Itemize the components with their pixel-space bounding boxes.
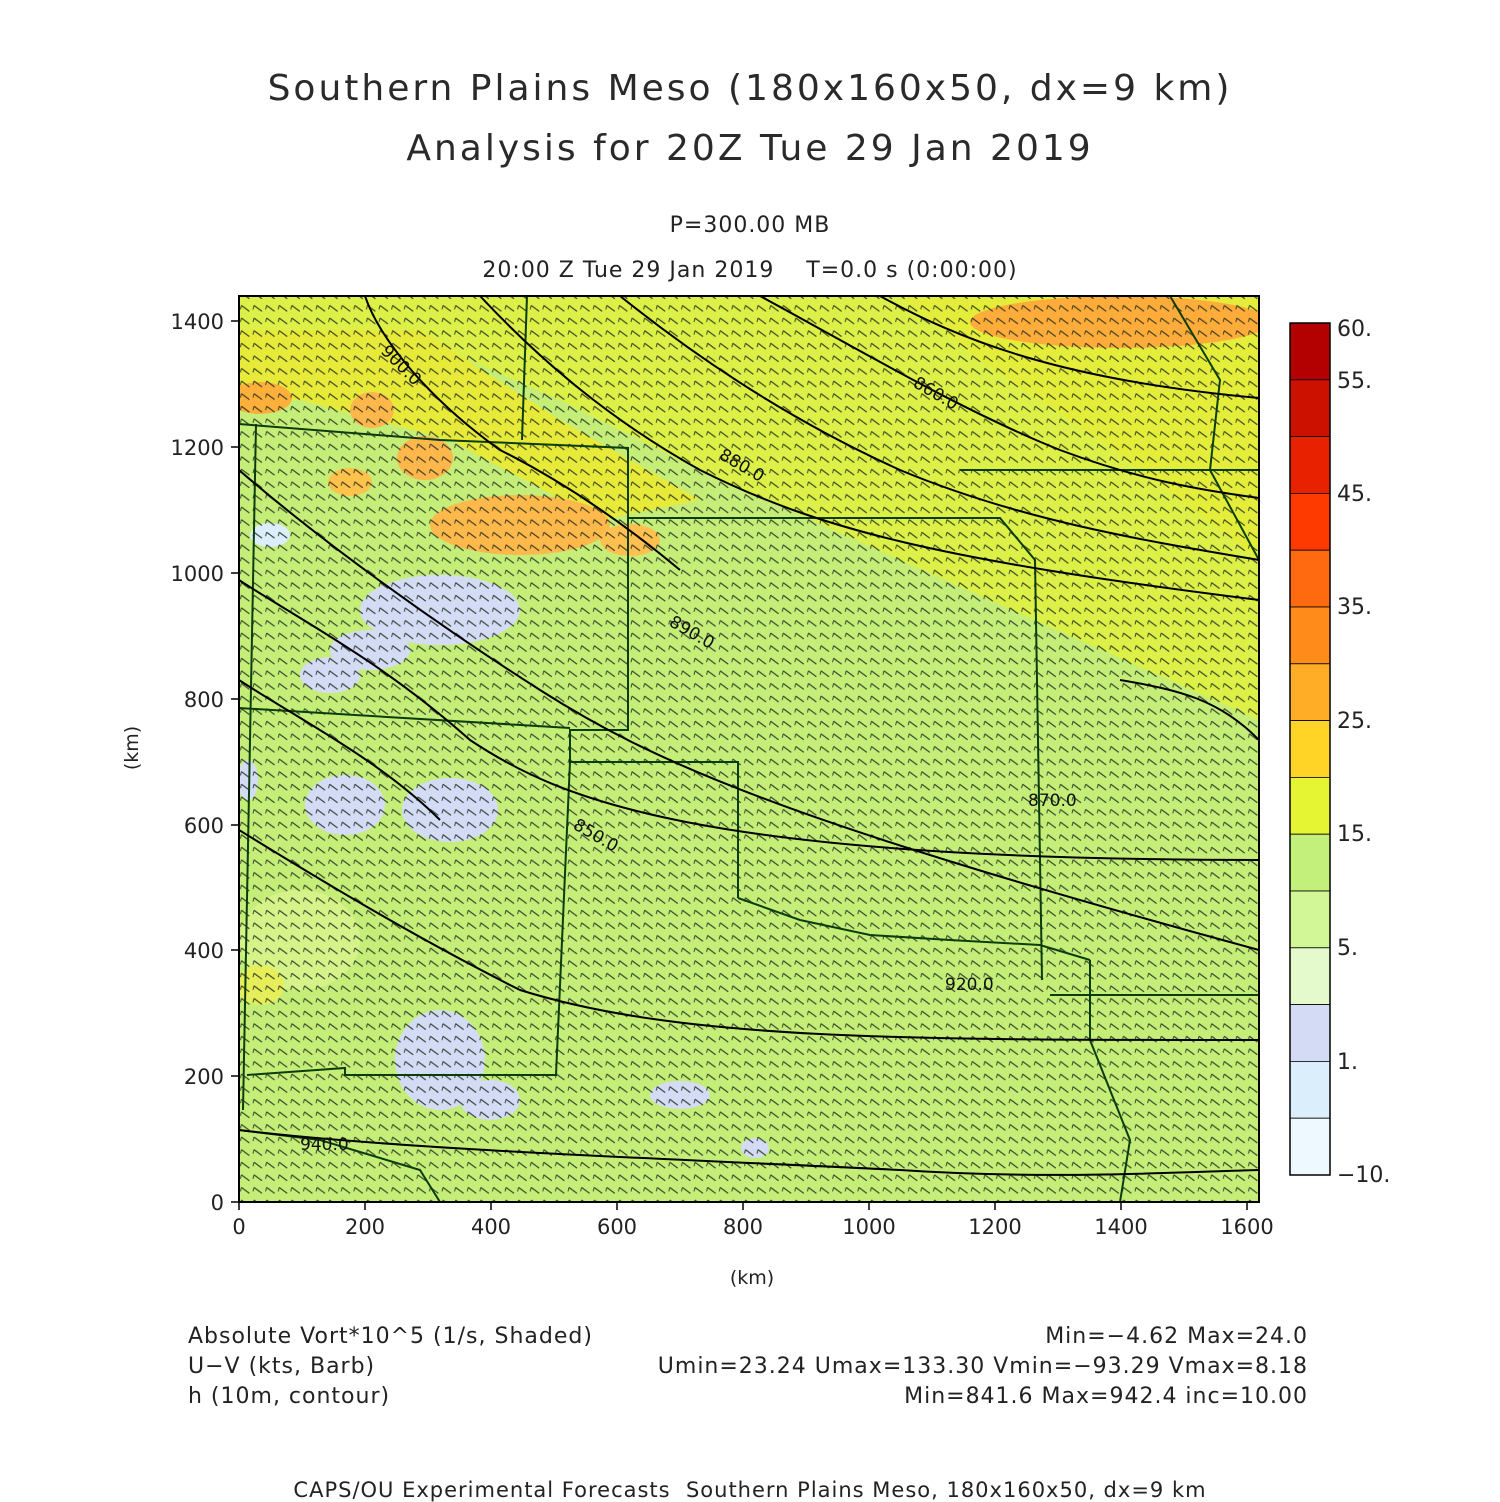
- colorbar-label: 25.: [1337, 709, 1372, 734]
- x-tick-label: 1400: [1094, 1215, 1147, 1239]
- legend-field3: h (10m, contour): [188, 1384, 391, 1409]
- colorbar-label: 45.: [1337, 482, 1372, 507]
- x-tick-label: 600: [597, 1215, 637, 1239]
- x-axis-label: (km): [730, 1267, 774, 1289]
- colorbar-frame: [1289, 322, 1331, 1176]
- footer-credit: CAPS/OU Experimental Forecasts Southern …: [293, 1478, 1207, 1502]
- colorbar-swatch: [1289, 492, 1331, 551]
- contour-label: 920.0: [945, 975, 994, 995]
- x-tick-label: 400: [471, 1215, 511, 1239]
- colorbar-label: 1.: [1337, 1050, 1358, 1075]
- level-label: P=300.00 MB: [669, 213, 831, 238]
- colorbar-label: −10.: [1337, 1163, 1390, 1188]
- y-tick-label: 1000: [171, 562, 224, 586]
- colorbar: [1289, 322, 1331, 1176]
- contour-label: 870.0: [1028, 791, 1077, 811]
- legend-field2: U−V (kts, Barb): [188, 1354, 376, 1379]
- y-tick-label: 800: [184, 688, 224, 712]
- y-tick-label: 600: [184, 814, 224, 838]
- x-tick-label: 1000: [842, 1215, 895, 1239]
- x-tick-label: 800: [723, 1215, 763, 1239]
- legend-field1-stats: Min=−4.62 Max=24.0: [1045, 1324, 1308, 1349]
- vorticity-shading: [239, 296, 1259, 1202]
- colorbar-swatch: [1289, 720, 1331, 778]
- plot-frame: [238, 295, 1260, 1203]
- colorbar-label: 5.: [1337, 936, 1358, 961]
- axis-ticks: [231, 320, 1248, 1210]
- y-tick-label: 1200: [171, 436, 224, 460]
- colorbar-swatch: [1289, 436, 1331, 494]
- colorbar-label: 55.: [1337, 369, 1372, 394]
- colorbar-swatch: [1289, 1061, 1331, 1119]
- colorbar-swatch: [1289, 890, 1331, 949]
- valid-time-label: 20:00 Z Tue 29 Jan 2019 T=0.0 s (0:00:00…: [482, 258, 1018, 283]
- colorbar-swatch: [1289, 1004, 1331, 1062]
- title-line2: Analysis for 20Z Tue 29 Jan 2019: [406, 128, 1094, 169]
- x-tick-label: 0: [232, 1215, 245, 1239]
- colorbar-label: 60.: [1337, 317, 1372, 342]
- colorbar-swatch: [1289, 1117, 1331, 1176]
- colorbar-swatch: [1289, 379, 1331, 437]
- x-tick-label: 200: [345, 1215, 385, 1239]
- y-tick-label: 1400: [171, 310, 224, 334]
- x-tick-label: 1200: [968, 1215, 1021, 1239]
- colorbar-swatch: [1289, 833, 1331, 892]
- y-tick-label: 400: [184, 939, 224, 963]
- colorbar-label: 35.: [1337, 595, 1372, 620]
- title-line1: Southern Plains Meso (180x160x50, dx=9 k…: [267, 68, 1233, 109]
- colorbar-swatch: [1289, 947, 1331, 1005]
- y-tick-label: 200: [184, 1065, 224, 1089]
- colorbar-swatch: [1289, 777, 1331, 835]
- x-tick-label: 1600: [1220, 1215, 1273, 1239]
- legend-field3-stats: Min=841.6 Max=942.4 inc=10.00: [904, 1384, 1308, 1409]
- colorbar-swatch: [1289, 322, 1331, 381]
- colorbar-swatch: [1289, 549, 1331, 608]
- legend-field1: Absolute Vort*10^5 (1/s, Shaded): [188, 1324, 593, 1349]
- y-tick-label: 0: [211, 1191, 224, 1215]
- colorbar-label: 15.: [1337, 822, 1372, 847]
- y-axis-label: (km): [121, 726, 143, 770]
- contour-label: 940.0: [300, 1135, 349, 1155]
- colorbar-swatch: [1289, 663, 1331, 721]
- legend-field2-stats: Umin=23.24 Umax=133.30 Vmin=−93.29 Vmax=…: [657, 1354, 1308, 1379]
- colorbar-swatch: [1289, 606, 1331, 665]
